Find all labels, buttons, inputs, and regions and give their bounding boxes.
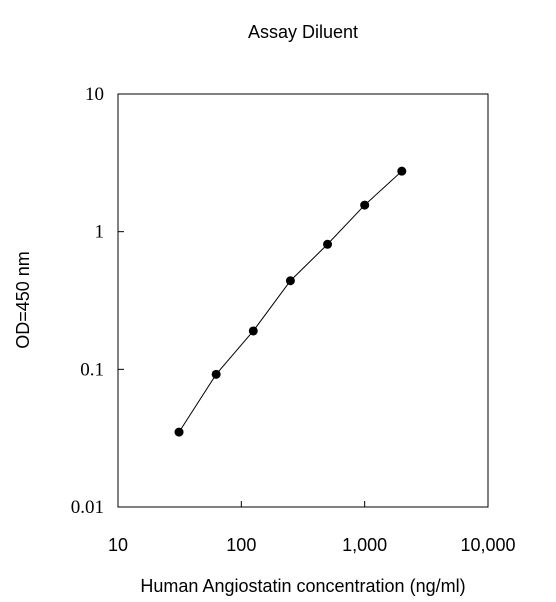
data-point [323, 239, 333, 249]
data-point [174, 427, 184, 437]
x-tick-label: 1,000 [342, 535, 387, 555]
x-axis: 10 100 1,000 10,000 [108, 501, 516, 555]
y-tick-label: 0.1 [80, 359, 104, 380]
y-tick-label: 0.01 [71, 497, 104, 518]
chart-title: Assay Diluent [248, 22, 358, 42]
series-layer [174, 166, 407, 437]
plot-area [117, 93, 489, 508]
y-tick-label: 1 [95, 222, 105, 243]
y-axis: 0.01 0.1 1 10 [71, 84, 124, 518]
data-point [248, 326, 258, 336]
series-line [178, 170, 403, 433]
data-point [397, 166, 407, 176]
y-axis-label: OD=450 nm [13, 251, 33, 349]
x-axis-label: Human Angiostatin concentration (ng/ml) [140, 576, 465, 596]
data-point [285, 276, 295, 286]
data-point [360, 200, 370, 210]
y-tick-label: 10 [85, 84, 104, 105]
data-point [211, 369, 221, 379]
x-tick-label: 10,000 [460, 535, 515, 555]
x-tick-label: 100 [226, 535, 256, 555]
x-tick-label: 10 [108, 535, 128, 555]
